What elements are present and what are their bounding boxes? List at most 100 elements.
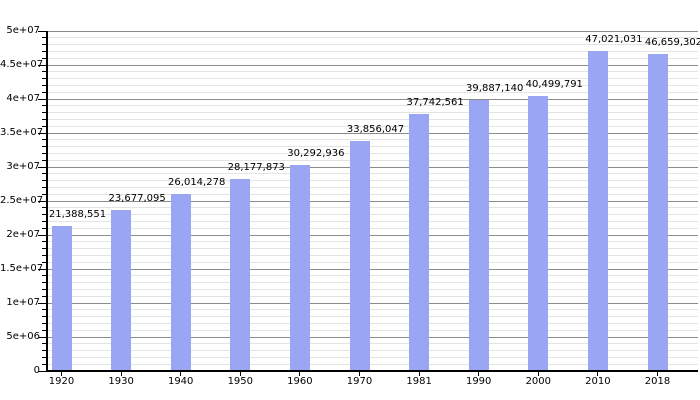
x-tick-label: 1930 <box>108 376 134 387</box>
minor-gridline <box>46 50 698 52</box>
y-minor-tick <box>42 125 46 127</box>
minor-gridline <box>46 105 698 107</box>
minor-gridline <box>46 112 698 114</box>
minor-gridline <box>46 37 698 39</box>
minor-gridline <box>46 139 698 141</box>
minor-gridline <box>46 241 698 243</box>
major-gridline <box>46 234 698 236</box>
minor-gridline <box>46 84 698 86</box>
bar <box>230 179 251 371</box>
y-tick-label: 1.5e+07 <box>0 263 44 274</box>
major-gridline <box>46 302 698 304</box>
x-tick <box>299 372 301 376</box>
minor-gridline <box>46 275 698 277</box>
x-tick-label: 1970 <box>346 376 373 387</box>
y-major-tick <box>38 64 46 66</box>
minor-gridline <box>46 220 698 222</box>
minor-gridline <box>46 288 698 290</box>
minor-gridline <box>46 186 698 188</box>
y-minor-tick <box>42 50 46 52</box>
y-minor-tick <box>42 343 46 345</box>
minor-gridline <box>46 207 698 209</box>
major-gridline <box>46 336 698 338</box>
y-major-tick <box>38 30 46 32</box>
y-major-tick <box>38 234 46 236</box>
y-major-tick <box>38 268 46 270</box>
y-minor-tick <box>42 173 46 175</box>
y-major-tick <box>38 302 46 304</box>
y-minor-tick <box>42 193 46 195</box>
y-major-tick <box>38 166 46 168</box>
y-tick-label: 3.5e+07 <box>0 127 44 138</box>
y-minor-tick <box>42 329 46 331</box>
major-gridline <box>46 200 698 202</box>
x-tick-label: 1960 <box>287 376 313 387</box>
y-minor-tick <box>42 112 46 114</box>
x-tick <box>537 372 539 376</box>
x-tick-label: 1950 <box>227 376 254 387</box>
major-gridline <box>46 268 698 270</box>
minor-gridline <box>46 118 698 120</box>
y-minor-tick <box>42 248 46 250</box>
y-minor-tick <box>42 295 46 297</box>
y-tick-label: 5e+07 <box>6 25 40 36</box>
minor-gridline <box>46 356 698 358</box>
minor-gridline <box>46 282 698 284</box>
bar <box>349 140 370 371</box>
y-minor-tick <box>42 180 46 182</box>
minor-gridline <box>46 180 698 182</box>
major-gridline <box>46 64 698 66</box>
y-minor-tick <box>42 37 46 39</box>
bar <box>409 114 430 371</box>
x-axis-line <box>46 370 698 372</box>
y-major-tick <box>38 370 46 372</box>
bar-value-label: 26,014,278 <box>168 177 226 189</box>
major-gridline <box>46 132 698 134</box>
minor-gridline <box>46 173 698 175</box>
y-minor-tick <box>42 159 46 161</box>
bar-value-label: 21,388,551 <box>48 208 107 220</box>
x-tick-label: 2018 <box>644 376 671 387</box>
minor-gridline <box>46 159 698 161</box>
y-axis-line <box>46 31 48 372</box>
minor-gridline <box>46 78 698 80</box>
y-minor-tick <box>42 91 46 93</box>
minor-gridline <box>46 363 698 365</box>
minor-gridline <box>46 125 698 127</box>
minor-gridline <box>46 214 698 216</box>
x-tick <box>597 372 599 376</box>
y-major-tick <box>38 200 46 202</box>
y-tick-label: 0 <box>33 365 40 376</box>
bar-value-label: 40,499,791 <box>525 78 583 90</box>
y-tick-label: 3e+07 <box>6 161 40 172</box>
y-major-tick <box>38 336 46 338</box>
y-minor-tick <box>42 71 46 73</box>
x-tick <box>418 372 420 376</box>
y-tick-label: 1e+07 <box>6 297 40 308</box>
bar-value-label: 28,177,873 <box>227 162 285 174</box>
minor-gridline <box>46 227 698 229</box>
bar <box>587 51 608 371</box>
y-minor-tick <box>42 261 46 263</box>
x-tick-label: 1920 <box>48 376 75 387</box>
minor-gridline <box>46 329 698 331</box>
x-tick-label: 1940 <box>167 376 194 387</box>
y-minor-tick <box>42 207 46 209</box>
y-tick-label: 2.5e+07 <box>0 195 44 206</box>
y-minor-tick <box>42 105 46 107</box>
bar-value-label: 37,742,561 <box>406 97 464 109</box>
x-tick-label: 1990 <box>465 376 492 387</box>
y-minor-tick <box>42 78 46 80</box>
bar-value-label: 33,856,047 <box>346 123 405 135</box>
minor-gridline <box>46 343 698 345</box>
bar-value-label: 47,021,031 <box>585 34 643 46</box>
y-minor-tick <box>42 186 46 188</box>
y-minor-tick <box>42 350 46 352</box>
bar <box>528 95 549 371</box>
x-tick <box>478 372 480 376</box>
minor-gridline <box>46 57 698 59</box>
bar-value-label: 46,659,302 <box>644 36 700 48</box>
minor-gridline <box>46 91 698 93</box>
major-gridline <box>46 98 698 100</box>
